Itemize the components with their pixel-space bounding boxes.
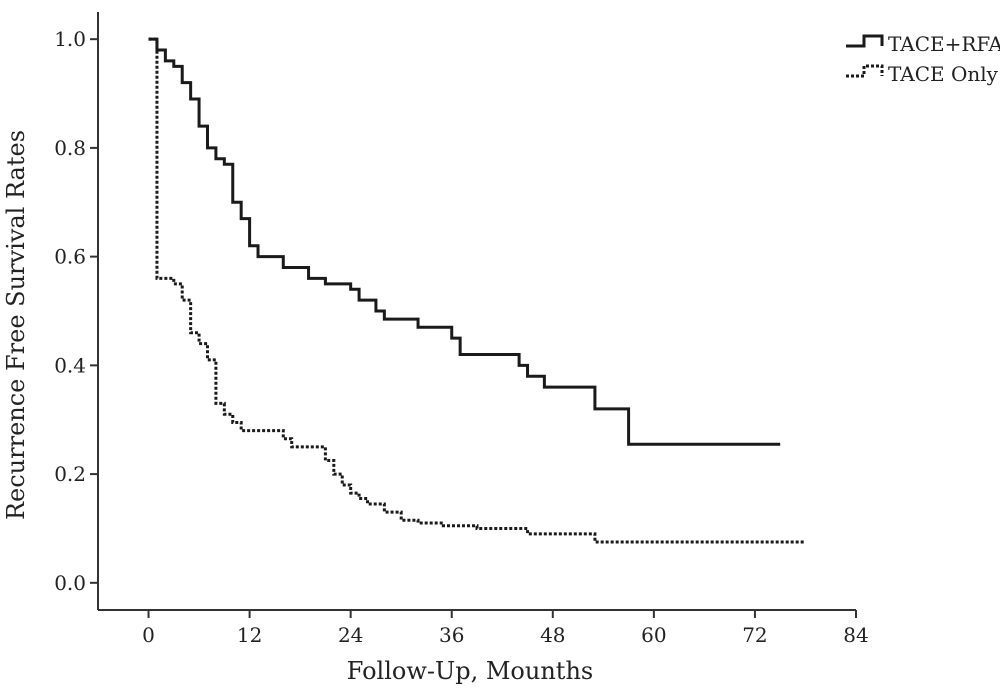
y-axis-title: Recurrence Free Survival Rates [2,130,30,520]
y-tick-label: 0.0 [54,571,86,595]
x-tick-label: 84 [843,623,868,647]
y-tick-label: 0.8 [54,136,86,160]
series-line-tace-only [148,37,806,544]
x-tick-label: 72 [742,623,767,647]
x-tick-label: 12 [237,623,262,647]
y-tick-label: 1.0 [54,27,86,51]
x-tick-label: 48 [540,623,565,647]
y-tick-label: 0.2 [54,462,86,486]
legend-swatch [846,34,884,48]
legend-swatch [846,64,884,78]
y-tick-label: 0.6 [54,245,86,269]
legend-label: TACE+RFA [888,32,1000,56]
y-tick-label: 0.4 [54,353,86,377]
x-ticks: 0 12 24 36 48 60 72 84 [142,610,869,647]
x-tick-label: 60 [641,623,666,647]
x-axis-title: Follow-Up, Mounths [347,657,593,685]
y-ticks: 0.0 0.2 0.4 0.6 0.8 1.0 [54,27,98,595]
x-tick-label: 36 [439,623,464,647]
axes [97,12,856,611]
x-tick-label: 0 [142,623,155,647]
x-tick-label: 24 [338,623,363,647]
series-layer [148,37,806,544]
legend: TACE+RFA TACE Only [846,32,1000,86]
legend-label: TACE Only [888,62,999,86]
series-line-tace-rfa [148,37,781,446]
